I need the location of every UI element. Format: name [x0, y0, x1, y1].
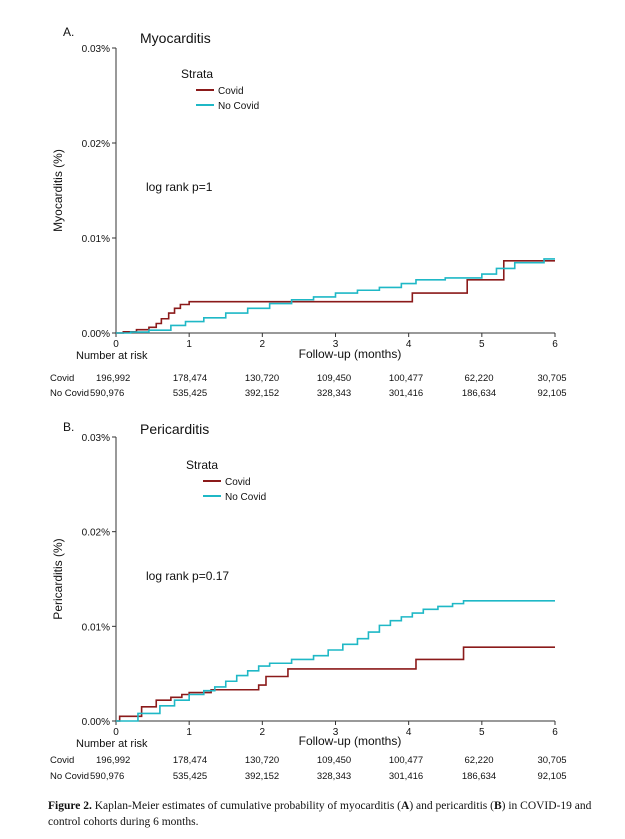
chart-title: Myocarditis: [140, 30, 211, 46]
y-tick-label: 0.03%: [82, 44, 110, 55]
risk-table-cell: 100,477: [389, 373, 423, 384]
risk-table-cell: 30,705: [537, 755, 566, 766]
risk-row-label: Covid: [50, 755, 74, 766]
x-tick-label: 4: [406, 727, 412, 738]
log-rank-annotation: log rank p=0.17: [146, 569, 229, 583]
y-tick-label: 0.00%: [82, 717, 110, 728]
chart-title: Pericarditis: [140, 421, 209, 437]
y-axis-label: Myocarditis (%): [51, 149, 65, 232]
y-tick-label: 0.01%: [82, 622, 110, 633]
risk-table-cell: 196,992: [96, 373, 130, 384]
no-covid-series-line: [116, 599, 555, 722]
x-tick-label: 0: [113, 339, 119, 350]
myocarditis-chart: A. Myocarditis 0.00% 0.01% 0.02% 0.03% 0 1 2 3 4 5 6…: [50, 25, 567, 399]
panel-label: A.: [63, 25, 74, 39]
pericarditis-chart: B. Pericarditis 0.00% 0.01% 0.02% 0.03% 0 1 2 3 4 5…: [50, 420, 567, 782]
x-tick-label: 2: [260, 339, 266, 350]
risk-table-cell: 186,634: [462, 388, 496, 399]
risk-table-cell: 328,343: [317, 388, 351, 399]
legend-title: Strata: [186, 458, 218, 472]
legend-no-covid-label: No Covid: [218, 101, 259, 112]
y-tick-label: 0.00%: [82, 329, 110, 340]
x-tick-label: 2: [260, 727, 266, 738]
risk-table-cell: 535,425: [173, 388, 207, 399]
risk-table-cell: 392,152: [245, 771, 279, 782]
caption-text-3: ) in COVID-19 and control cohorts during…: [48, 800, 592, 828]
risk-table-cell: 590,976: [90, 771, 124, 782]
no-covid-series-line: [116, 258, 555, 334]
x-tick-label: 4: [406, 339, 412, 350]
risk-row-label: No Covid: [50, 771, 89, 782]
risk-table-cell: 62,220: [464, 373, 493, 384]
risk-table-cell: 535,425: [173, 771, 207, 782]
risk-table-cell: 186,634: [462, 771, 496, 782]
x-tick-label: 5: [479, 339, 485, 350]
x-axis-label: Follow-up (months): [299, 734, 402, 748]
legend-title: Strata: [181, 67, 213, 81]
risk-table-header: Number at risk: [76, 738, 148, 750]
y-tick-label: 0.01%: [82, 234, 110, 245]
caption-panel-a: A: [401, 800, 410, 812]
risk-table-header: Number at risk: [76, 350, 148, 362]
risk-row-label: No Covid: [50, 388, 89, 399]
risk-table-cell: 130,720: [245, 373, 279, 384]
legend-no-covid-label: No Covid: [225, 492, 266, 503]
risk-table-cell: 100,477: [389, 755, 423, 766]
x-axis-label: Follow-up (months): [299, 347, 402, 361]
risk-table-cell: 590,976: [90, 388, 124, 399]
legend-covid-label: Covid: [225, 477, 251, 488]
risk-row-label: Covid: [50, 373, 74, 384]
log-rank-annotation: log rank p=1: [146, 180, 213, 194]
y-tick-label: 0.02%: [82, 528, 110, 539]
x-tick-label: 3: [333, 727, 339, 738]
caption-text-1: Kaplan-Meier estimates of cumulative pro…: [91, 800, 402, 812]
figure-caption: Figure 2. Kaplan-Meier estimates of cumu…: [48, 798, 608, 830]
x-tick-label: 3: [333, 339, 339, 350]
risk-table-cell: 109,450: [317, 373, 351, 384]
risk-table-cell: 301,416: [389, 388, 423, 399]
risk-table-cell: 301,416: [389, 771, 423, 782]
risk-table-cell: 92,105: [537, 771, 566, 782]
x-tick-label: 1: [186, 339, 192, 350]
x-tick-label: 6: [552, 727, 558, 738]
risk-table-cell: 328,343: [317, 771, 351, 782]
risk-table-cell: 30,705: [537, 373, 566, 384]
covid-series-line: [116, 646, 555, 722]
risk-table-cell: 62,220: [464, 755, 493, 766]
y-tick-label: 0.03%: [82, 433, 110, 444]
x-tick-label: 1: [186, 727, 192, 738]
caption-figure-number: Figure 2.: [48, 800, 92, 812]
covid-series-line: [116, 260, 555, 334]
risk-table-cell: 130,720: [245, 755, 279, 766]
panel-label: B.: [63, 420, 74, 434]
risk-table-cell: 109,450: [317, 755, 351, 766]
risk-table-cell: 392,152: [245, 388, 279, 399]
risk-table-cell: 178,474: [173, 755, 207, 766]
caption-text-2: ) and pericarditis (: [409, 800, 494, 812]
y-axis-label: Pericarditis (%): [51, 538, 65, 619]
risk-table-cell: 196,992: [96, 755, 130, 766]
x-tick-label: 5: [479, 727, 485, 738]
legend-covid-label: Covid: [218, 86, 244, 97]
y-tick-label: 0.02%: [82, 139, 110, 150]
risk-table-cell: 178,474: [173, 373, 207, 384]
x-tick-label: 0: [113, 727, 119, 738]
x-tick-label: 6: [552, 339, 558, 350]
risk-table-cell: 92,105: [537, 388, 566, 399]
caption-panel-b: B: [493, 800, 502, 812]
